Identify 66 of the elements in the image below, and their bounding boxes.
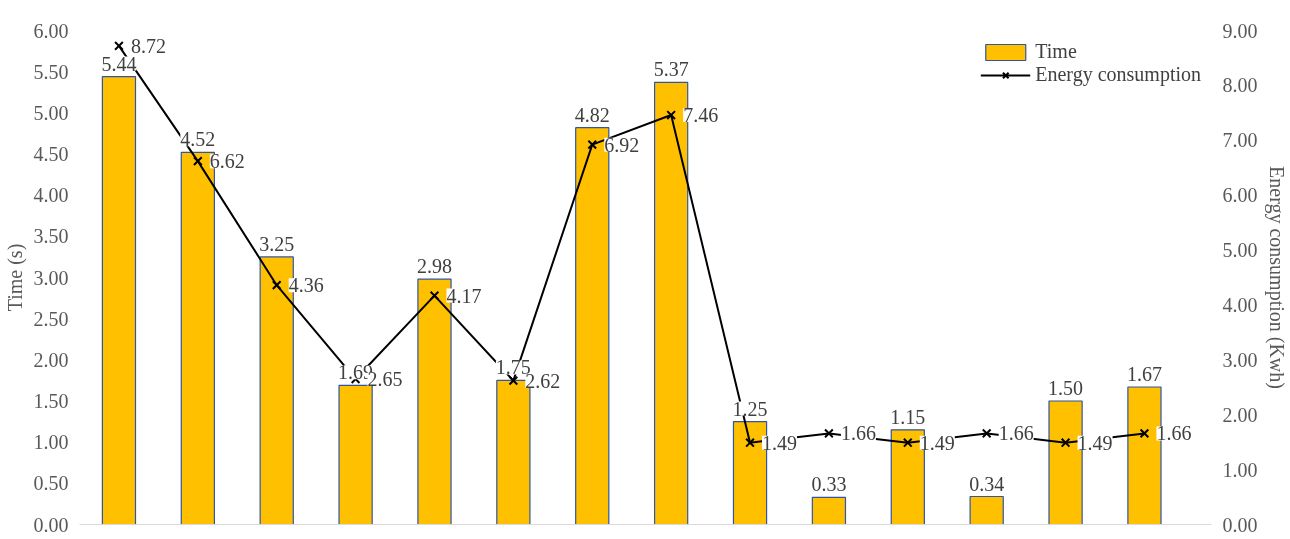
data-label: 1.49 [1077, 431, 1113, 454]
y-tick-label: 2.00 [33, 348, 69, 371]
point [666, 110, 677, 120]
point [902, 437, 913, 448]
data-label: 1.49 [919, 431, 955, 454]
point [824, 428, 834, 439]
data-label: 1.66 [998, 422, 1034, 445]
data-label: 1.49 [762, 431, 798, 454]
data-label: 4.82 [574, 103, 610, 126]
legend-label: Energy consumption [1035, 63, 1201, 86]
data-label: 2.98 [416, 255, 452, 278]
y2-tick-label: 3.00 [1222, 348, 1258, 371]
data-label: 7.46 [683, 104, 719, 127]
data-label: 1.15 [890, 405, 926, 428]
data-label: 5.37 [653, 58, 689, 81]
bar [811, 496, 847, 525]
point [1060, 437, 1071, 448]
y-tick-label: 0.50 [33, 472, 69, 495]
point [1139, 428, 1150, 439]
point [745, 437, 755, 448]
y2-tick-label: 2.00 [1222, 403, 1258, 426]
y2-axis-title: Energy consumption (Kwh) [1264, 166, 1288, 389]
y-tick-label: 4.50 [33, 143, 69, 165]
y-tick-label: 0.00 [33, 513, 69, 536]
y2-tick-label: 9.00 [1222, 19, 1258, 42]
point [508, 375, 519, 386]
bar [101, 76, 137, 525]
y2-tick-label: 6.00 [1222, 184, 1258, 207]
y2-tick-label: 1.00 [1222, 458, 1258, 481]
y-tick-label: 3.00 [33, 266, 69, 289]
y-tick-label: 5.50 [33, 60, 69, 83]
point [271, 280, 282, 291]
data-label: 1.66 [840, 422, 876, 445]
data-label: 4.36 [288, 274, 324, 297]
data-label: 1.66 [1156, 422, 1192, 445]
point [192, 156, 203, 167]
y-tick-label: 1.50 [33, 390, 69, 412]
data-label: 0.34 [969, 472, 1005, 495]
point [114, 40, 124, 51]
point [587, 139, 598, 150]
y2-tick-label: 5.00 [1222, 239, 1258, 262]
y2-tick-label: 8.00 [1222, 74, 1258, 97]
data-label: 1.67 [1126, 363, 1162, 385]
data-label: 1.25 [732, 397, 768, 420]
y-tick-label: 6.00 [33, 19, 69, 42]
y-tick-label: 5.00 [33, 101, 69, 124]
data-label: 4.52 [180, 128, 216, 151]
point [429, 290, 440, 301]
y-tick-label: 4.00 [33, 184, 69, 207]
data-label: 4.17 [446, 284, 482, 307]
data-label: 1.50 [1048, 377, 1084, 399]
y-tick-label: 2.50 [33, 307, 69, 330]
y-tick-label: 1.00 [33, 431, 69, 454]
y-axis-title: Time (s) [3, 243, 27, 312]
y-tick-label: 3.50 [33, 225, 69, 248]
bar [969, 495, 1004, 525]
data-label: 3.25 [259, 232, 295, 255]
legend-label: Time [1035, 40, 1077, 63]
y2-tick-label: 7.00 [1222, 129, 1258, 152]
data-label: 0.33 [811, 473, 847, 496]
bar [338, 384, 373, 525]
y2-tick-label: 4.00 [1222, 293, 1258, 316]
y2-tick-label: 0.00 [1222, 513, 1258, 536]
point [981, 428, 992, 439]
data-label: 6.92 [604, 133, 640, 156]
data-label: 6.62 [209, 150, 245, 173]
